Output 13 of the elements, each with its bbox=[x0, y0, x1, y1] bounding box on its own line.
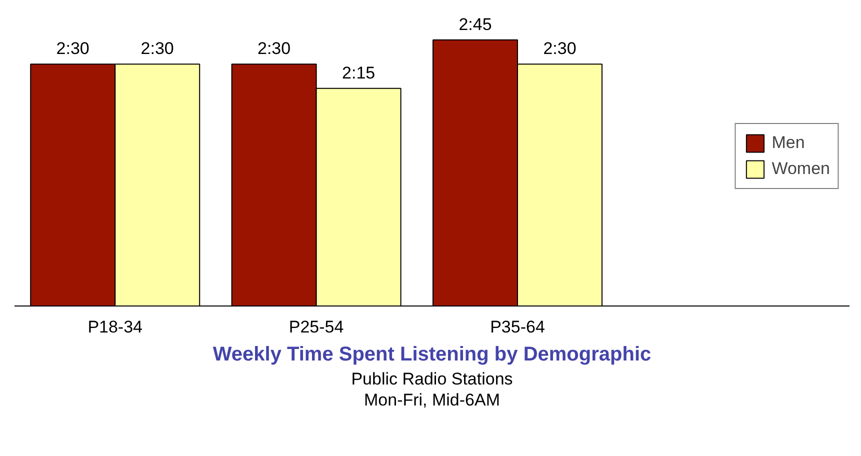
data-label: 2:30 bbox=[56, 39, 90, 58]
data-label: 2:45 bbox=[458, 14, 492, 34]
text: Public Radio Stations Mon-Fri, Mid-6AM bbox=[351, 370, 513, 410]
data-label: 2:30 bbox=[140, 39, 174, 58]
x-tick-label: P25-54 bbox=[288, 318, 344, 336]
x-tick-label: P35-64 bbox=[490, 318, 545, 336]
legend-label: Men bbox=[772, 133, 805, 153]
data-label: 2:30 bbox=[543, 39, 576, 58]
text: Weekly Time Spent Listening by Demographic bbox=[212, 344, 652, 366]
data-label: 2:30 bbox=[258, 39, 291, 58]
x-tick-label: P18-34 bbox=[88, 318, 143, 336]
data-label: 2:15 bbox=[342, 63, 376, 82]
legend-label: Women bbox=[772, 159, 830, 179]
